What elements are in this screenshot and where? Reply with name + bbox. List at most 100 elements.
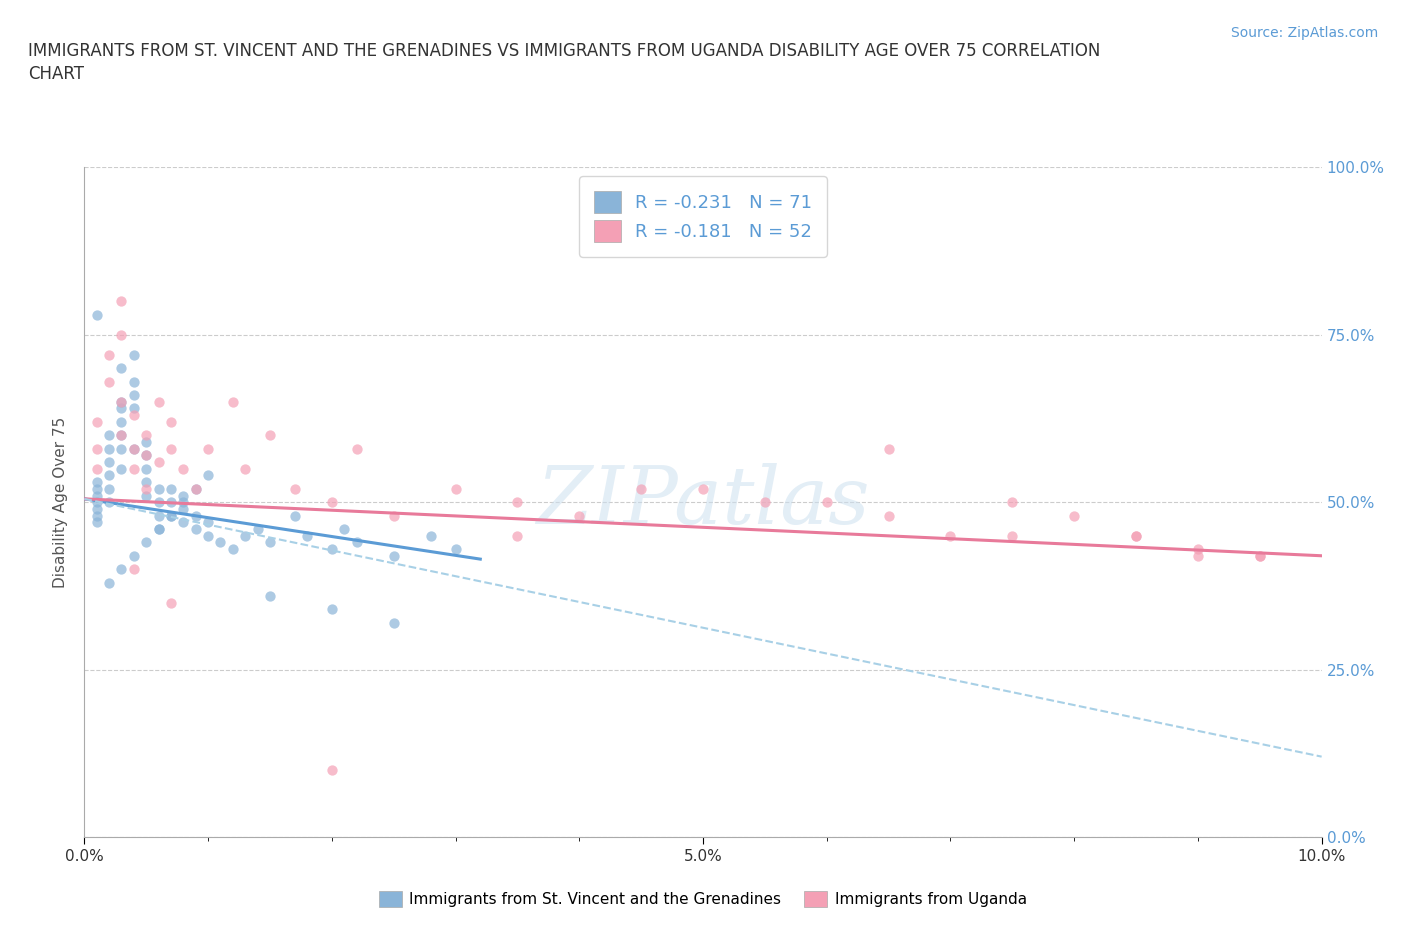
Point [86, 441, 108, 456]
Point [259, 535, 281, 550]
Point [148, 522, 170, 537]
Point [419, 528, 441, 543]
Point [122, 549, 145, 564]
Point [148, 455, 170, 470]
Point [135, 474, 157, 489]
Point [122, 401, 145, 416]
Point [172, 495, 194, 510]
Point [110, 361, 132, 376]
Legend: Immigrants from St. Vincent and the Grenadines, Immigrants from Uganda: Immigrants from St. Vincent and the Gren… [373, 884, 1033, 913]
Point [98, 374, 121, 389]
Point [382, 508, 405, 523]
Point [1249, 549, 1271, 564]
Point [1001, 528, 1024, 543]
Point [160, 415, 183, 430]
Point [135, 488, 157, 503]
Point [172, 461, 194, 476]
Point [1063, 508, 1085, 523]
Point [160, 595, 183, 610]
Point [98, 441, 121, 456]
Point [877, 508, 900, 523]
Point [98, 455, 121, 470]
Point [877, 441, 900, 456]
Point [444, 541, 467, 556]
Point [160, 482, 183, 497]
Point [321, 495, 343, 510]
Point [382, 616, 405, 631]
Point [160, 508, 183, 523]
Point [233, 528, 256, 543]
Point [630, 482, 652, 497]
Point [284, 508, 307, 523]
Point [184, 508, 207, 523]
Point [122, 441, 145, 456]
Point [122, 461, 145, 476]
Point [1249, 549, 1271, 564]
Point [86, 474, 108, 489]
Point [86, 501, 108, 516]
Point [86, 515, 108, 530]
Point [568, 508, 591, 523]
Point [148, 522, 170, 537]
Point [197, 441, 219, 456]
Text: ZIPatlas: ZIPatlas [536, 463, 870, 541]
Point [1187, 549, 1209, 564]
Y-axis label: Disability Age Over 75: Disability Age Over 75 [53, 417, 69, 588]
Point [321, 541, 343, 556]
Point [110, 428, 132, 443]
Point [148, 394, 170, 409]
Point [110, 401, 132, 416]
Point [506, 495, 529, 510]
Point [135, 448, 157, 463]
Point [197, 515, 219, 530]
Point [98, 482, 121, 497]
Point [444, 482, 467, 497]
Point [172, 515, 194, 530]
Point [184, 482, 207, 497]
Point [295, 528, 318, 543]
Point [122, 441, 145, 456]
Point [86, 488, 108, 503]
Point [110, 327, 132, 342]
Point [135, 434, 157, 449]
Point [110, 415, 132, 430]
Point [98, 495, 121, 510]
Point [197, 528, 219, 543]
Point [135, 535, 157, 550]
Point [160, 508, 183, 523]
Point [110, 461, 132, 476]
Point [1187, 541, 1209, 556]
Point [209, 535, 232, 550]
Point [86, 482, 108, 497]
Point [122, 407, 145, 422]
Point [135, 482, 157, 497]
Point [815, 495, 838, 510]
Point [259, 589, 281, 604]
Point [939, 528, 962, 543]
Point [135, 448, 157, 463]
Point [110, 394, 132, 409]
Point [1125, 528, 1147, 543]
Legend: R = -0.231   N = 71, R = -0.181   N = 52: R = -0.231 N = 71, R = -0.181 N = 52 [579, 177, 827, 257]
Point [184, 522, 207, 537]
Point [122, 348, 145, 363]
Point [86, 495, 108, 510]
Point [754, 495, 776, 510]
Point [148, 508, 170, 523]
Point [86, 415, 108, 430]
Point [1125, 528, 1147, 543]
Point [321, 602, 343, 617]
Point [98, 348, 121, 363]
Point [135, 428, 157, 443]
Point [86, 508, 108, 523]
Point [110, 441, 132, 456]
Point [692, 482, 714, 497]
Point [284, 482, 307, 497]
Point [86, 461, 108, 476]
Point [333, 522, 356, 537]
Point [222, 394, 245, 409]
Point [172, 501, 194, 516]
Point [110, 294, 132, 309]
Point [122, 562, 145, 577]
Point [346, 441, 368, 456]
